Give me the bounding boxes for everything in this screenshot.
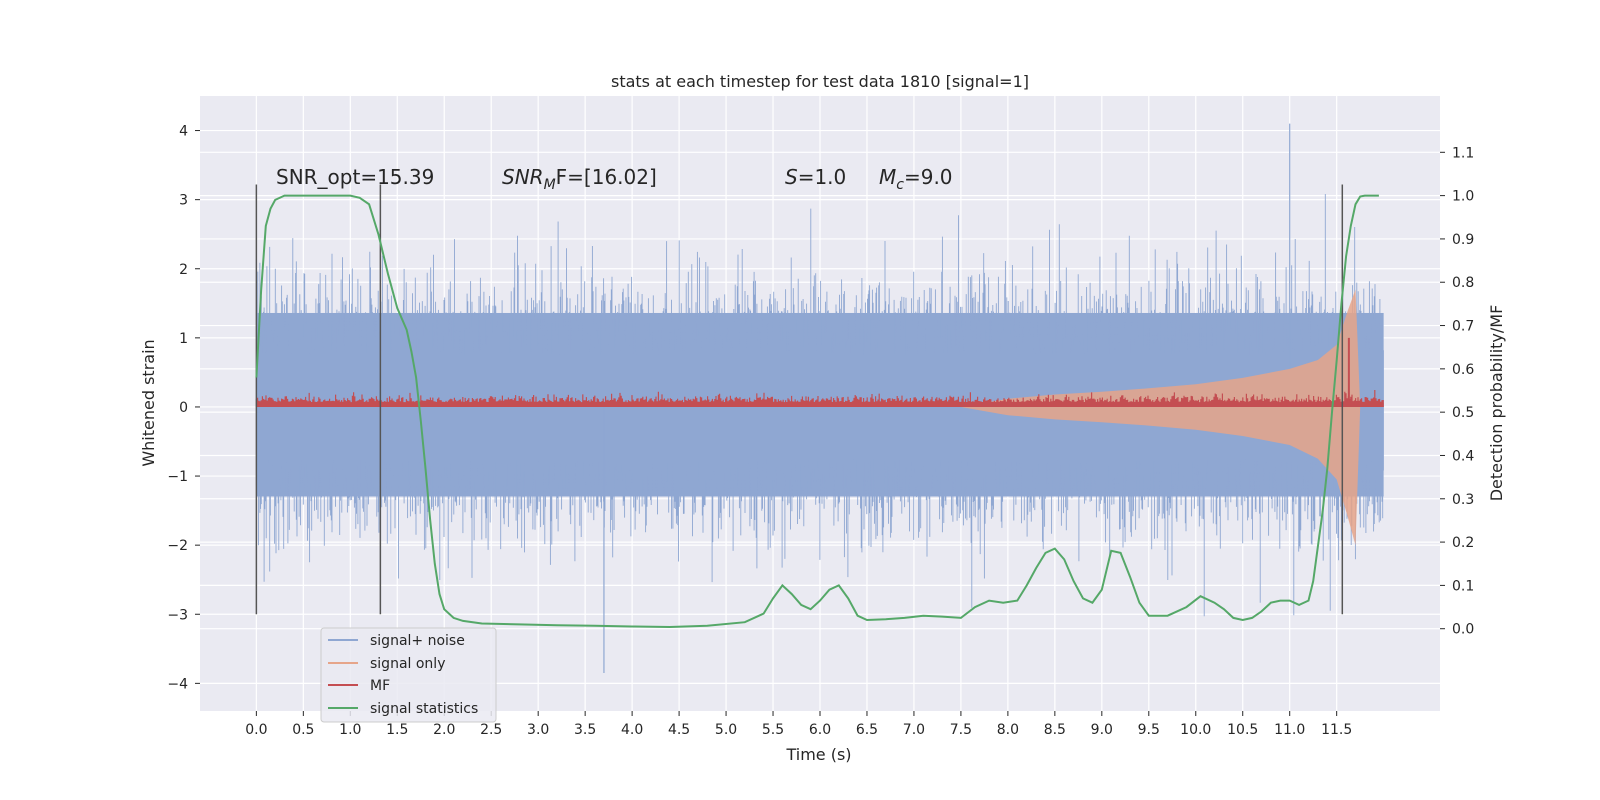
x-tick-label: 11.0 (1274, 722, 1305, 738)
y2-tick-label: 0.2 (1452, 535, 1474, 551)
x-tick-label: 8.0 (997, 722, 1019, 738)
series-signal-statistics (255, 194, 1379, 629)
x-tick-label: 1.5 (386, 722, 408, 738)
y-tick-label: 0 (179, 400, 188, 416)
y-tick-label: 4 (179, 124, 188, 140)
annotation-snr-mf: SNRMF=[16.02] (502, 165, 657, 193)
y2-tick-label: 0.6 (1452, 362, 1474, 378)
x-tick-label: 7.0 (903, 722, 925, 738)
legend-label-signal-noise: signal+ noise (370, 633, 465, 649)
x-tick-label: 0.0 (245, 722, 267, 738)
x-tick-label: 4.0 (621, 722, 643, 738)
y-tick-label: −1 (167, 469, 188, 485)
chart-title: stats at each timestep for test data 181… (611, 72, 1029, 91)
y2-tick-label: 0.3 (1452, 492, 1474, 508)
y2-tick-label: 0.9 (1452, 232, 1474, 248)
annotation-snr-opt: SNR_opt=15.39 (276, 165, 434, 189)
x-tick-label: 3.0 (527, 722, 549, 738)
y2-tick-label: 0.8 (1452, 275, 1474, 291)
legend-label-mf: MF (370, 678, 390, 694)
x-tick-label: 9.0 (1091, 722, 1113, 738)
signal-envelope (960, 289, 1361, 546)
y-tick-labels: 4 3 2 1 0 −1 −2 −3 −4 (167, 124, 200, 692)
legend-label-signal-only: signal only (370, 656, 445, 672)
x-tick-label: 10.5 (1227, 722, 1258, 738)
y-tick-label: 2 (179, 262, 188, 278)
x-tick-label: 11.5 (1321, 722, 1352, 738)
x-tick-label: 1.0 (339, 722, 361, 738)
series-signal-only (960, 289, 1361, 546)
x-tick-label: 0.5 (292, 722, 314, 738)
x-tick-label: 4.5 (668, 722, 690, 738)
y2-tick-label: 0.1 (1452, 578, 1474, 594)
x-tick-label: 7.5 (950, 722, 972, 738)
y-tick-label: 1 (179, 331, 188, 347)
y2-tick-label: 0.7 (1452, 319, 1474, 335)
x-tick-label: 2.5 (480, 722, 502, 738)
mf-baseline (256, 402, 1384, 407)
x-tick-label: 10.0 (1180, 722, 1211, 738)
y2-tick-label: 1.0 (1452, 189, 1474, 205)
y-tick-label: −3 (167, 607, 188, 623)
annotation-mc: Mc=9.0 (879, 165, 953, 193)
x-tick-label: 5.0 (715, 722, 737, 738)
y2-tick-labels: 1.1 1.0 0.9 0.8 0.7 0.6 0.5 0.4 0.3 0.2 0.1 0.0 (1440, 145, 1474, 638)
x-tick-label: 6.0 (809, 722, 831, 738)
y-tick-label: −2 (167, 538, 188, 554)
y2-tick-label: 0.0 (1452, 622, 1474, 638)
y2-axis-label: Detection probability/MF (1487, 305, 1506, 502)
x-tick-label: 2.0 (433, 722, 455, 738)
vertical-markers (255, 184, 1344, 615)
x-tick-labels: 0.0 0.5 1.0 1.5 2.0 2.5 3.0 3.5 4.0 4.5 5.0 5.5 6.0 6… (245, 711, 1352, 738)
x-tick-label: 5.5 (762, 722, 784, 738)
x-tick-label: 9.5 (1138, 722, 1160, 738)
legend-box (320, 627, 497, 723)
legend-label-signal-statistics: signal statistics (370, 701, 478, 717)
annotation-s: S=1.0 (785, 165, 846, 189)
y2-tick-label: 1.1 (1452, 145, 1474, 161)
x-tick-label: 3.5 (574, 722, 596, 738)
y-axis-label: Whitened strain (139, 339, 158, 466)
legend: signal+ noise signal only MF signal stat… (320, 627, 497, 723)
y-tick-label: −4 (167, 676, 188, 692)
x-tick-label: 8.5 (1044, 722, 1066, 738)
signal-statistics-line (255, 194, 1379, 629)
x-tick-label: 6.5 (856, 722, 878, 738)
x-axis-label: Time (s) (785, 745, 851, 764)
y2-tick-label: 0.4 (1452, 448, 1474, 464)
y-tick-label: 3 (179, 193, 188, 209)
y2-tick-label: 0.5 (1452, 405, 1474, 421)
